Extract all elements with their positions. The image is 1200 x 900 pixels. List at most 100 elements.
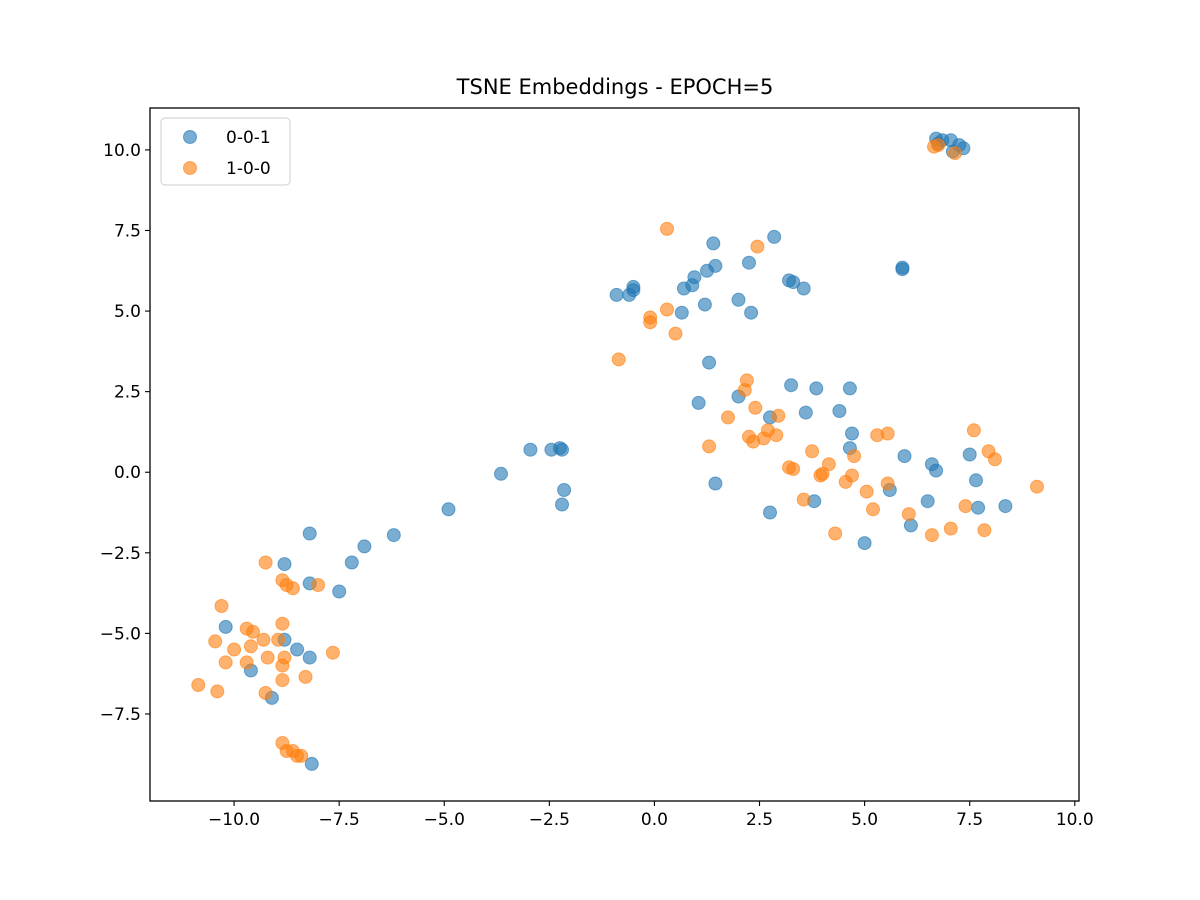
point-1-0-0-17: [275, 616, 290, 631]
point-1-0-0-58: [847, 449, 862, 464]
point-0-0-1-39: [744, 305, 759, 320]
point-0-0-1-32: [706, 236, 721, 251]
point-0-0-1-4: [290, 642, 305, 657]
y-tick-label: 10.0: [103, 141, 141, 161]
point-1-0-0-62: [880, 426, 895, 441]
point-0-0-1-59: [897, 449, 912, 464]
point-1-0-0-75: [1030, 479, 1044, 494]
point-0-0-1-9: [304, 756, 319, 771]
point-1-0-0-70: [958, 499, 973, 514]
point-1-0-0-39: [739, 373, 754, 388]
point-0-0-1-22: [609, 287, 624, 302]
point-0-0-1-73: [971, 500, 986, 515]
point-0-0-1-26: [674, 305, 689, 320]
point-0-0-1-40: [767, 229, 782, 244]
point-1-0-0-32: [643, 315, 658, 330]
point-0-0-1-56: [857, 536, 872, 551]
point-0-0-1-63: [929, 463, 944, 478]
point-1-0-0-51: [805, 444, 820, 459]
point-0-0-1-34: [702, 355, 717, 370]
point-1-0-0-21: [285, 581, 300, 596]
point-0-0-1-51: [832, 404, 847, 418]
point-0-0-1-47: [798, 405, 813, 420]
x-tick-label: 10.0: [1056, 810, 1094, 830]
point-1-0-0-14: [271, 632, 286, 647]
y-tick-label: −2.5: [100, 544, 141, 564]
x-tick-label: −7.5: [319, 810, 360, 830]
point-0-0-1-16: [523, 442, 538, 457]
point-0-0-1-74: [998, 499, 1013, 514]
point-1-0-0-69: [943, 521, 958, 536]
point-1-0-0-74: [987, 452, 1002, 467]
point-1-0-0-54: [821, 457, 836, 472]
x-tick-label: 2.5: [746, 810, 773, 830]
point-1-0-0-36: [702, 439, 717, 454]
point-0-0-1-38: [742, 255, 756, 270]
point-1-0-0-13: [258, 686, 273, 700]
point-1-0-0-29: [325, 645, 340, 660]
point-0-0-1-48: [809, 381, 824, 396]
point-0-0-1-30: [697, 297, 712, 312]
x-tick-label: 5.0: [851, 810, 878, 830]
point-0-0-1-29: [687, 270, 702, 285]
point-0-0-1-14: [441, 502, 456, 517]
y-tick-label: 2.5: [114, 383, 141, 403]
point-1-0-0-72: [977, 523, 992, 538]
y-tick-label: −7.5: [100, 705, 141, 725]
point-0-0-1-25: [626, 279, 641, 294]
point-1-0-0-34: [660, 302, 674, 317]
point-0-0-1-50: [763, 505, 777, 520]
point-0-0-1-0: [218, 619, 233, 634]
point-1-0-0-27: [298, 669, 313, 684]
point-1-0-0-35: [668, 326, 683, 341]
point-1-0-0-0: [191, 678, 206, 692]
point-0-0-1-21: [557, 483, 572, 497]
point-1-0-0-64: [901, 507, 916, 522]
point-1-0-0-28: [311, 578, 326, 592]
plot-area-frame: [149, 107, 1080, 802]
data-points: [191, 131, 1044, 771]
legend-marker-0-0-1: [183, 130, 197, 144]
point-1-0-0-33: [660, 221, 674, 236]
y-tick-label: 5.0: [114, 302, 141, 322]
point-1-0-0-55: [828, 526, 843, 541]
point-1-0-0-4: [218, 655, 233, 670]
y-axis: −7.5 −5.0 −2.5 0.0 2.5 5.0 7.5 10.0: [100, 141, 150, 725]
point-1-0-0-71: [966, 423, 981, 438]
point-1-0-0-3: [214, 599, 229, 613]
y-tick-label: −5.0: [100, 624, 141, 644]
x-tick-label: −2.5: [529, 810, 570, 830]
point-1-0-0-20: [275, 673, 290, 688]
point-1-0-0-7: [239, 655, 254, 670]
point-0-0-1-5: [302, 650, 317, 665]
x-axis: −10.0 −7.5 −5.0 −2.5 0.0 2.5 5.0 7.5 10.0: [208, 801, 1094, 830]
point-1-0-0-53: [815, 466, 830, 481]
x-tick-label: −10.0: [208, 810, 260, 830]
point-1-0-0-19: [277, 650, 292, 665]
point-0-0-1-33: [708, 258, 723, 273]
point-1-0-0-26: [294, 748, 309, 763]
legend-label-0-0-1: 0-0-1: [226, 128, 271, 148]
point-0-0-1-58: [895, 260, 910, 275]
point-1-0-0-47: [771, 408, 786, 423]
point-0-0-1-6: [277, 557, 292, 572]
point-0-0-1-20: [555, 497, 569, 512]
point-1-0-0-67: [931, 138, 946, 153]
point-0-0-1-11: [344, 555, 359, 570]
point-0-0-1-42: [786, 275, 801, 290]
point-1-0-0-5: [227, 642, 242, 657]
point-1-0-0-2: [210, 684, 225, 699]
point-1-0-0-43: [750, 239, 765, 254]
point-1-0-0-57: [845, 468, 859, 483]
point-1-0-0-30: [611, 352, 626, 367]
point-0-0-1-7: [302, 526, 317, 541]
legend-marker-1-0-0: [183, 161, 197, 175]
point-0-0-1-12: [357, 539, 372, 554]
legend-label-1-0-0: 1-0-0: [226, 159, 271, 179]
point-0-0-1-10: [332, 584, 347, 599]
point-1-0-0-65: [924, 528, 939, 543]
point-0-0-1-37: [731, 292, 746, 307]
point-0-0-1-13: [386, 528, 401, 543]
point-0-0-1-52: [842, 381, 857, 396]
point-0-0-1-61: [920, 494, 935, 509]
